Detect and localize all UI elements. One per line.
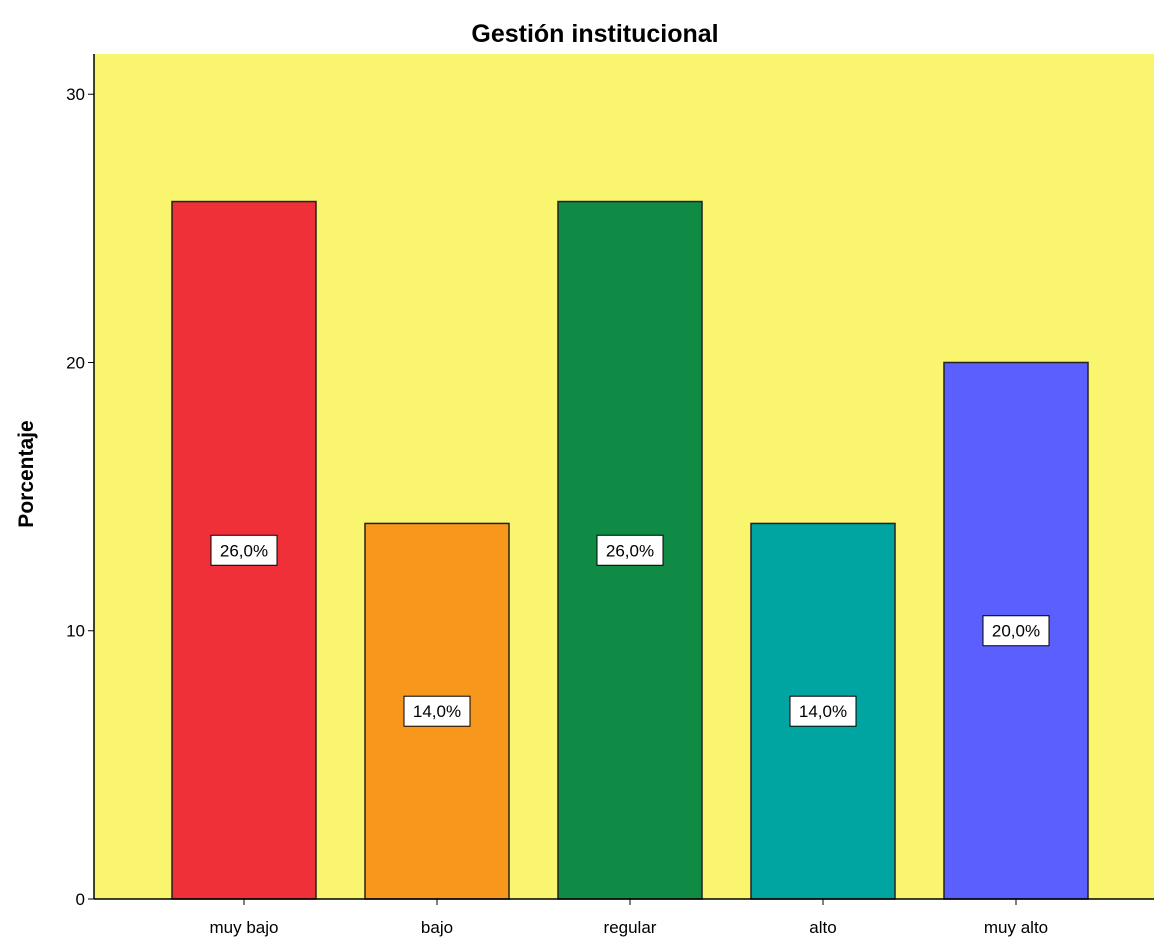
data-label: 14,0% [799,702,847,721]
y-tick-label: 30 [66,85,85,104]
y-tick-label: 0 [76,890,85,909]
x-ticks-layer: muy bajo bajo regular alto muy alto [210,899,1048,937]
x-tick-label: alto [809,918,836,937]
y-tick-label: 10 [66,622,85,641]
data-label-box [789,695,857,727]
x-tick-label: muy bajo [210,918,279,937]
x-tick-label: regular [604,918,657,937]
bars-layer [171,200,1089,900]
data-label-box [210,534,278,566]
data-label: 26,0% [220,541,268,560]
chart-title: Gestión institucional [471,20,718,48]
x-tick-label: muy alto [984,918,1048,937]
y-ticks-layer: 0 10 20 30 [66,85,94,909]
data-label-box [596,534,664,566]
data-label: 14,0% [413,702,461,721]
data-label-box [403,695,471,727]
data-label-box [982,615,1050,647]
x-tick-label: bajo [421,918,453,937]
data-label: 26,0% [606,541,654,560]
y-axis-label: Porcentaje [15,420,38,527]
y-tick-label: 20 [66,353,85,372]
data-labels-layer: 26,0% 14,0% 26,0% 14,0% 20,0% [210,534,1050,727]
data-label: 20,0% [992,622,1040,641]
